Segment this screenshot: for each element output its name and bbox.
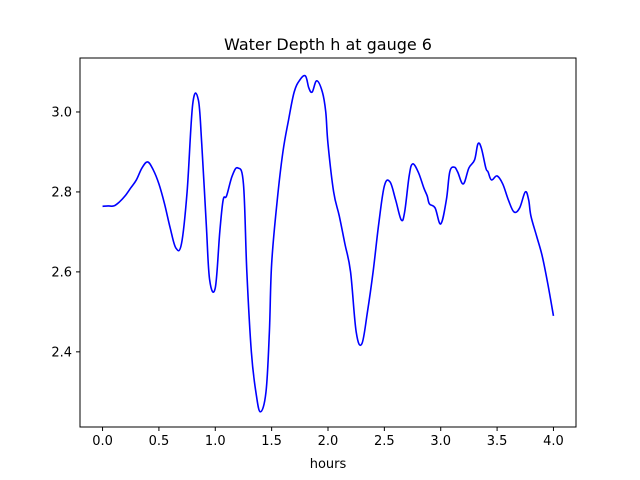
x-tick-label: 0.0 [92, 434, 113, 449]
x-tick-label: 4.0 [543, 434, 564, 449]
series-line-0 [102, 74, 555, 413]
series-layer [102, 74, 555, 413]
x-tick-label: 2.0 [318, 434, 339, 449]
x-tick-label: 2.5 [374, 434, 395, 449]
x-axis-ticks: 0.0 0.5 1.0 1.5 2.0 2.5 3.0 3.5 4.0 [92, 427, 564, 449]
x-tick-label: 1.0 [205, 434, 226, 449]
y-axis-ticks: 2.4 2.6 2.8 3.0 [51, 105, 80, 360]
x-tick-label: 3.5 [487, 434, 508, 449]
x-axis-title: hours [310, 457, 347, 472]
y-tick-label: 2.8 [51, 185, 72, 200]
y-tick-label: 2.4 [51, 345, 72, 360]
x-tick-label: 1.5 [261, 434, 282, 449]
y-tick-label: 2.6 [51, 265, 72, 280]
y-tick-label: 3.0 [51, 105, 72, 120]
chart-title: Water Depth h at gauge 6 [224, 35, 432, 54]
x-tick-label: 3.0 [430, 434, 451, 449]
x-tick-label: 0.5 [149, 434, 170, 449]
